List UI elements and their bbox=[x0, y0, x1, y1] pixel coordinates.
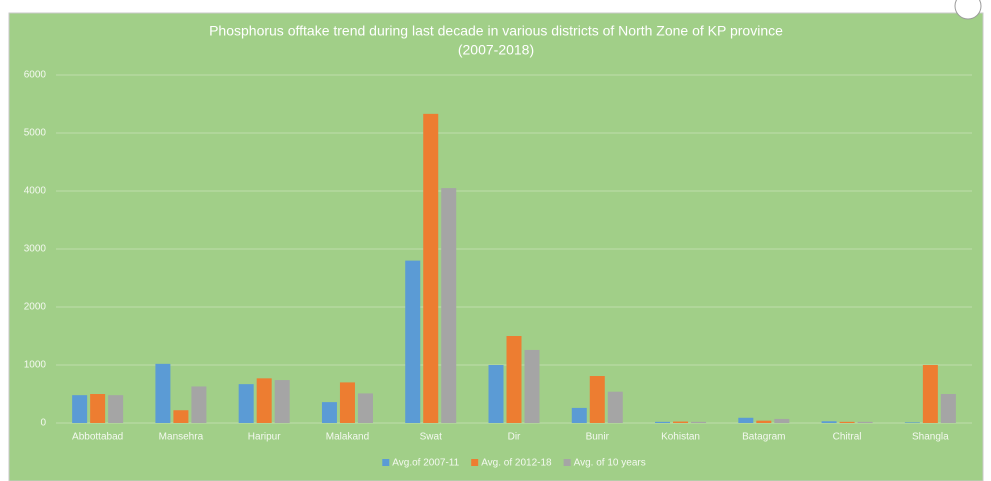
y-tick-label: 2000 bbox=[24, 302, 47, 313]
legend-label: Avg. of 2012-18 bbox=[481, 458, 552, 469]
bar bbox=[108, 395, 123, 423]
legend-swatch bbox=[382, 459, 389, 466]
bar bbox=[405, 261, 420, 423]
bar bbox=[738, 418, 753, 423]
bar bbox=[905, 422, 920, 423]
x-tick-label: Swat bbox=[420, 432, 442, 443]
bar bbox=[441, 188, 456, 423]
bar bbox=[90, 394, 105, 423]
bar bbox=[691, 422, 706, 423]
bar bbox=[858, 422, 873, 423]
bar bbox=[155, 364, 170, 423]
x-tick-label: Abbottabad bbox=[72, 432, 123, 443]
bar bbox=[340, 382, 355, 423]
bar bbox=[239, 384, 254, 423]
bar bbox=[507, 336, 522, 423]
bar bbox=[358, 393, 373, 423]
y-tick-label: 4000 bbox=[24, 186, 47, 197]
bar bbox=[923, 365, 938, 423]
x-tick-label: Haripur bbox=[248, 432, 281, 443]
bar bbox=[840, 422, 855, 423]
chart-title: Phosphorus offtake trend during last dec… bbox=[209, 23, 783, 39]
x-tick-label: Chitral bbox=[833, 432, 862, 443]
legend-swatch bbox=[471, 459, 478, 466]
y-tick-label: 6000 bbox=[24, 70, 47, 81]
y-tick-label: 5000 bbox=[24, 128, 47, 139]
y-tick-label: 0 bbox=[40, 418, 46, 429]
y-tick-label: 1000 bbox=[24, 360, 47, 371]
bar bbox=[275, 380, 290, 423]
x-tick-label: Dir bbox=[508, 432, 521, 443]
bar bbox=[756, 421, 771, 423]
x-tick-label: Batagram bbox=[742, 432, 785, 443]
x-tick-label: Shangla bbox=[912, 432, 949, 443]
bar bbox=[590, 376, 605, 423]
bar bbox=[572, 408, 587, 423]
x-tick-label: Bunir bbox=[586, 432, 610, 443]
legend-label: Avg.of 2007-11 bbox=[392, 458, 459, 469]
x-tick-label: Mansehra bbox=[159, 432, 204, 443]
bar bbox=[173, 410, 188, 423]
x-tick-label: Malakand bbox=[326, 432, 369, 443]
x-tick-label: Kohistan bbox=[661, 432, 700, 443]
bar bbox=[72, 395, 87, 423]
legend-label: Avg. of 10 years bbox=[574, 458, 646, 469]
bar bbox=[774, 419, 789, 423]
bar bbox=[655, 422, 670, 423]
y-tick-label: 3000 bbox=[24, 244, 47, 255]
bar bbox=[608, 392, 623, 423]
bar bbox=[191, 386, 206, 423]
bar bbox=[525, 350, 540, 423]
chart-subtitle: (2007-2018) bbox=[458, 42, 534, 58]
legend-swatch bbox=[564, 459, 571, 466]
page: {"chart_data": {"type": "bar", "title": … bbox=[0, 0, 991, 481]
bar bbox=[941, 394, 956, 423]
bar bbox=[423, 114, 438, 423]
bar bbox=[489, 365, 504, 423]
bar bbox=[673, 422, 688, 423]
bar bbox=[322, 402, 337, 423]
bar bbox=[822, 421, 837, 423]
bar bbox=[257, 378, 272, 423]
chart: Phosphorus offtake trend during last dec… bbox=[0, 0, 991, 481]
